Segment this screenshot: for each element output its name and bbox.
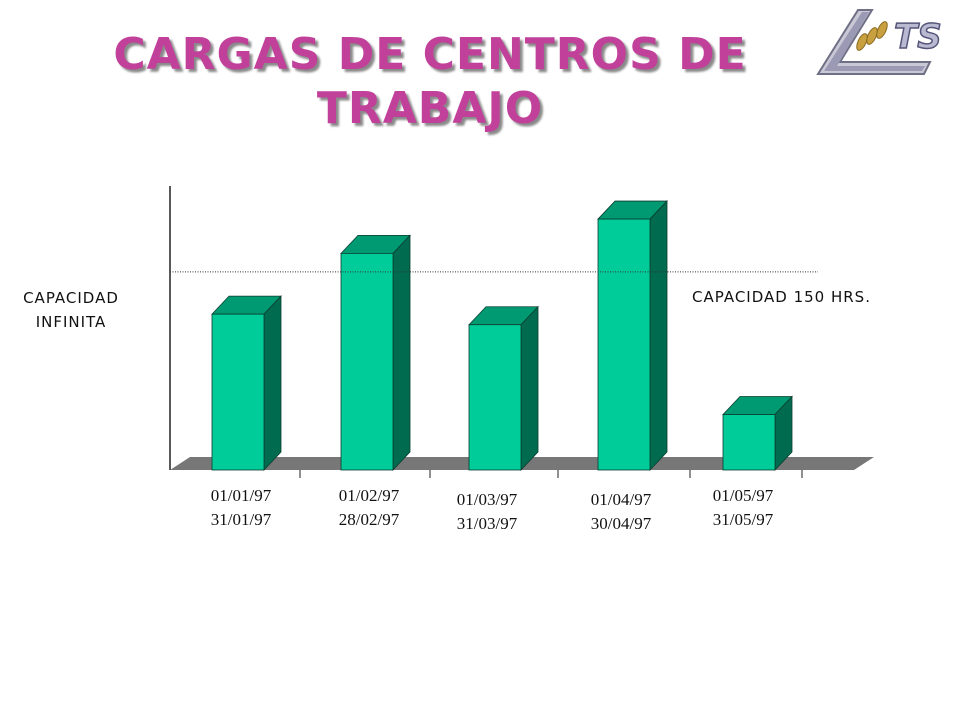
x-tick-label-5-line-1: 01/05/97 <box>712 486 774 505</box>
x-tick-label-2: 01/02/97 28/02/97 <box>314 484 424 532</box>
bar-side-2 <box>392 234 411 472</box>
capacity-infinite-label: CAPACIDAD INFINITA <box>6 286 136 334</box>
bar-2 <box>340 252 394 471</box>
logo-text: TS <box>894 17 942 57</box>
x-tick-label-3-line-2: 31/03/97 <box>456 514 518 533</box>
company-logo: TS <box>816 9 942 75</box>
capacity-150-label: CAPACIDAD 150 HRS. <box>692 288 871 306</box>
page-title: CARGAS DE CENTROS DE TRABAJO <box>113 29 747 134</box>
bar-1 <box>211 313 265 471</box>
capacity-infinite-line-1: CAPACIDAD <box>23 289 119 307</box>
x-tick-label-4-line-1: 01/04/97 <box>590 490 652 509</box>
bar-3 <box>468 324 522 471</box>
bar-side-3 <box>520 305 539 472</box>
bar-4 <box>597 218 651 471</box>
x-tick-label-1-line-1: 01/01/97 <box>210 486 272 505</box>
x-tick-label-4-line-2: 30/04/97 <box>590 514 652 533</box>
x-tick-label-3: 01/03/97 31/03/97 <box>432 488 542 536</box>
bar-5 <box>722 414 776 471</box>
bar-side-1 <box>263 295 282 472</box>
capacity-infinite-line-2: INFINITA <box>35 313 107 331</box>
x-tick-label-1-line-2: 31/01/97 <box>210 510 272 529</box>
bar-side-4 <box>649 200 668 472</box>
x-tick-label-5: 01/05/97 31/05/97 <box>688 484 798 532</box>
x-tick-label-5-line-2: 31/05/97 <box>712 510 774 529</box>
x-tick-label-2-line-1: 01/02/97 <box>338 486 400 505</box>
x-tick-label-1: 01/01/97 31/01/97 <box>186 484 296 532</box>
x-tick-label-3-line-1: 01/03/97 <box>456 490 518 509</box>
x-tick-label-4: 01/04/97 30/04/97 <box>566 488 676 536</box>
x-tick-label-2-line-2: 28/02/97 <box>338 510 400 529</box>
